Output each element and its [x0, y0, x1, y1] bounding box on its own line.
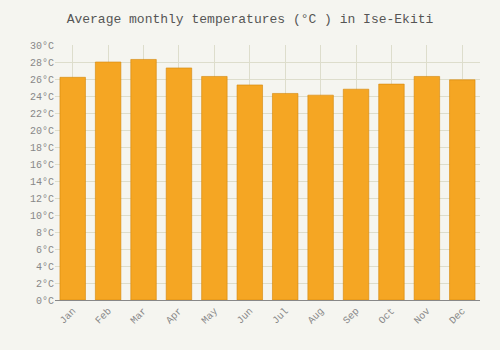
- svg-text:4°C: 4°C: [36, 262, 54, 273]
- svg-text:14°C: 14°C: [30, 177, 54, 188]
- svg-text:Feb: Feb: [93, 306, 114, 327]
- svg-text:22°C: 22°C: [30, 109, 54, 120]
- svg-text:Apr: Apr: [164, 306, 185, 327]
- svg-text:12°C: 12°C: [30, 194, 54, 205]
- svg-text:Average monthly temperatures (: Average monthly temperatures (°C ) in Is…: [67, 12, 434, 27]
- svg-text:Aug: Aug: [306, 306, 327, 327]
- svg-text:2°C: 2°C: [36, 279, 54, 290]
- svg-text:10°C: 10°C: [30, 211, 54, 222]
- svg-text:Sep: Sep: [341, 306, 362, 327]
- svg-text:Dec: Dec: [447, 306, 468, 327]
- svg-text:26°C: 26°C: [30, 75, 54, 86]
- svg-text:6°C: 6°C: [36, 245, 54, 256]
- svg-text:Jul: Jul: [270, 306, 291, 327]
- svg-text:Jan: Jan: [58, 306, 79, 327]
- svg-text:Mar: Mar: [129, 306, 150, 327]
- svg-text:30°C: 30°C: [30, 41, 54, 52]
- svg-text:Jun: Jun: [235, 306, 256, 327]
- svg-text:8°C: 8°C: [36, 228, 54, 239]
- svg-text:16°C: 16°C: [30, 160, 54, 171]
- svg-text:Nov: Nov: [412, 306, 433, 327]
- svg-text:20°C: 20°C: [30, 126, 54, 137]
- svg-text:0°C: 0°C: [36, 296, 54, 307]
- svg-text:18°C: 18°C: [30, 143, 54, 154]
- svg-text:28°C: 28°C: [30, 58, 54, 69]
- svg-text:May: May: [200, 306, 221, 327]
- svg-text:24°C: 24°C: [30, 92, 54, 103]
- svg-text:Oct: Oct: [377, 306, 398, 327]
